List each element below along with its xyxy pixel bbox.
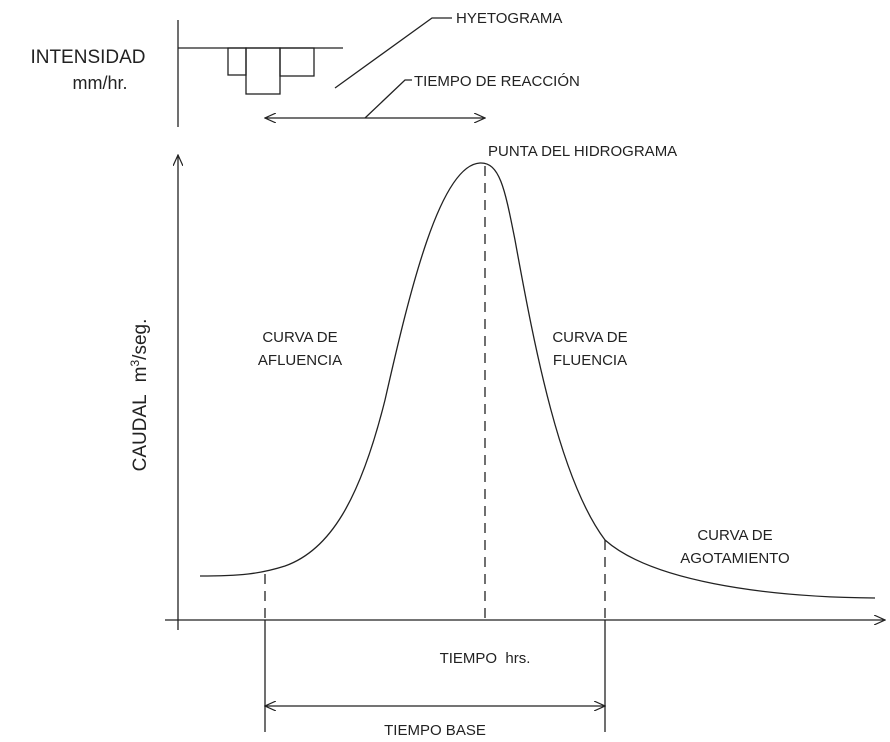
rain-bar	[279, 47, 315, 77]
falling-limb-label: CURVA DE	[552, 329, 627, 346]
rain-bar	[245, 47, 281, 95]
leader-line	[364, 79, 412, 119]
intensity-unit: mm/hr.	[72, 73, 127, 93]
y-unit-exp: 3	[128, 359, 142, 366]
x-axis-label: TIEMPO hrs.	[440, 650, 531, 667]
rain-bar	[227, 47, 247, 76]
rising-limb-label: CURVA DE	[262, 329, 337, 346]
peak-label: PUNTA DEL HIDROGRAMA	[488, 143, 677, 160]
y-unit-rest: /seg.	[130, 319, 151, 360]
y-axis-label: CAUDAL m3/seg.	[128, 319, 151, 472]
y-unit: m	[130, 366, 151, 382]
recession-label: CURVA DE	[697, 527, 772, 544]
recession-label: AGOTAMIENTO	[680, 550, 789, 567]
guides	[264, 166, 606, 620]
y-label-text: CAUDAL	[130, 394, 151, 471]
reaction-time-label: TIEMPO DE REACCIÓN	[414, 73, 580, 90]
rising-limb-label: AFLUENCIA	[258, 352, 342, 369]
hyetograph	[177, 17, 485, 127]
falling-limb-label: FLUENCIA	[553, 352, 627, 369]
base-time-label: TIEMPO BASE	[384, 722, 486, 739]
intensity-label: INTENSIDAD	[30, 47, 145, 68]
hyetograph-title: HYETOGRAMA	[456, 10, 562, 27]
leader-line	[334, 17, 452, 89]
hydrograph-curve	[199, 162, 876, 599]
